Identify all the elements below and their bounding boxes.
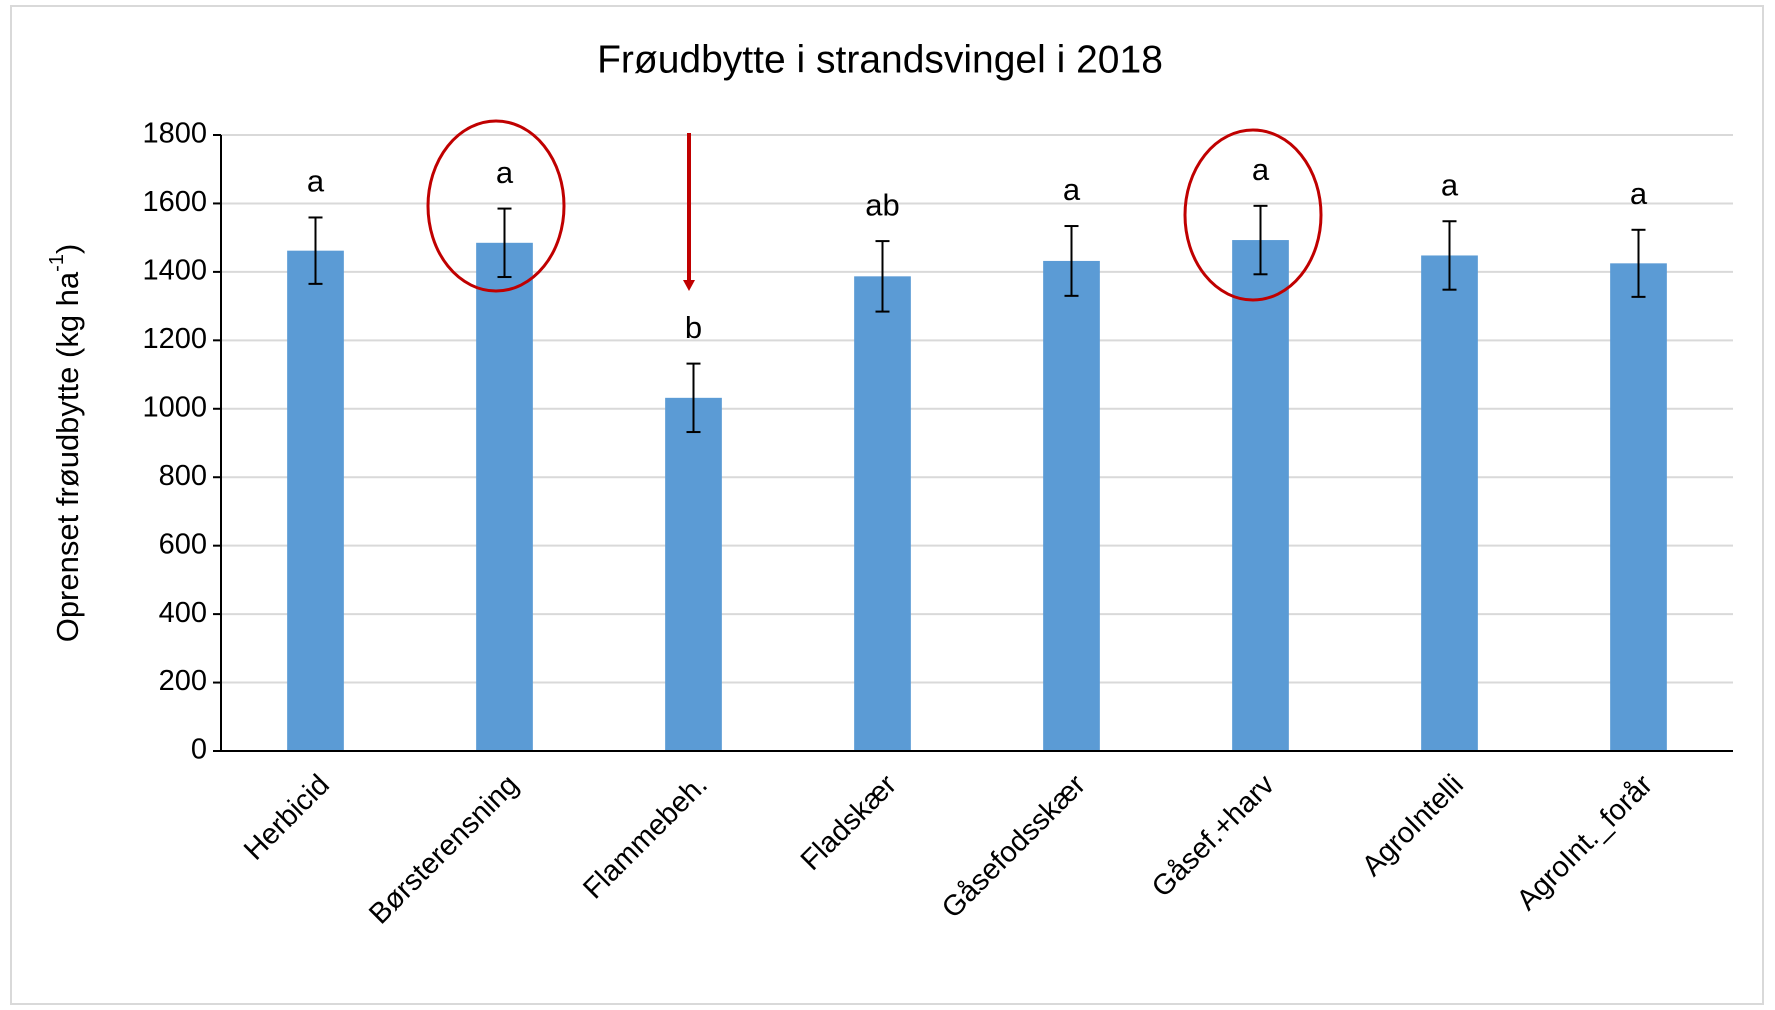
group-label: a	[1252, 152, 1270, 187]
y-axis-label-sup: -1	[46, 254, 68, 272]
y-axis-label: Oprenset frøudbytte (kg ha-1)	[46, 244, 85, 643]
group-label: a	[1630, 176, 1648, 211]
y-tick-label: 800	[159, 460, 207, 492]
group-label: a	[496, 155, 514, 190]
highlight-circle	[426, 119, 566, 293]
y-tick-label: 1200	[142, 323, 207, 355]
bar	[1610, 263, 1667, 751]
bar	[1232, 240, 1289, 751]
y-tick-label: 0	[191, 734, 207, 766]
y-tick-label: 1800	[142, 118, 207, 150]
y-tick-label: 1000	[142, 391, 207, 423]
highlight-circle	[1183, 128, 1323, 302]
group-label: b	[685, 310, 702, 345]
bar	[665, 397, 722, 751]
bar	[287, 250, 344, 751]
y-tick-label: 600	[159, 528, 207, 560]
arrow-head	[683, 280, 695, 291]
group-label: a	[1441, 167, 1459, 202]
y-tick-label: 1400	[142, 255, 207, 287]
chart-title: Frøudbytte i strandsvingel i 2018	[597, 38, 1163, 81]
y-axis-label-text: Oprenset frøudbytte (kg ha	[50, 271, 85, 642]
y-tick-label: 200	[159, 665, 207, 697]
group-label: a	[1063, 172, 1081, 207]
group-label: ab	[865, 187, 899, 222]
bar	[854, 276, 911, 751]
bar	[1043, 260, 1100, 751]
y-axis-label-end: )	[50, 244, 85, 254]
y-tick-label: 1600	[142, 186, 207, 218]
bar	[1421, 255, 1478, 751]
bar	[476, 242, 533, 752]
y-tick-label: 400	[159, 597, 207, 629]
group-label: a	[307, 164, 325, 199]
